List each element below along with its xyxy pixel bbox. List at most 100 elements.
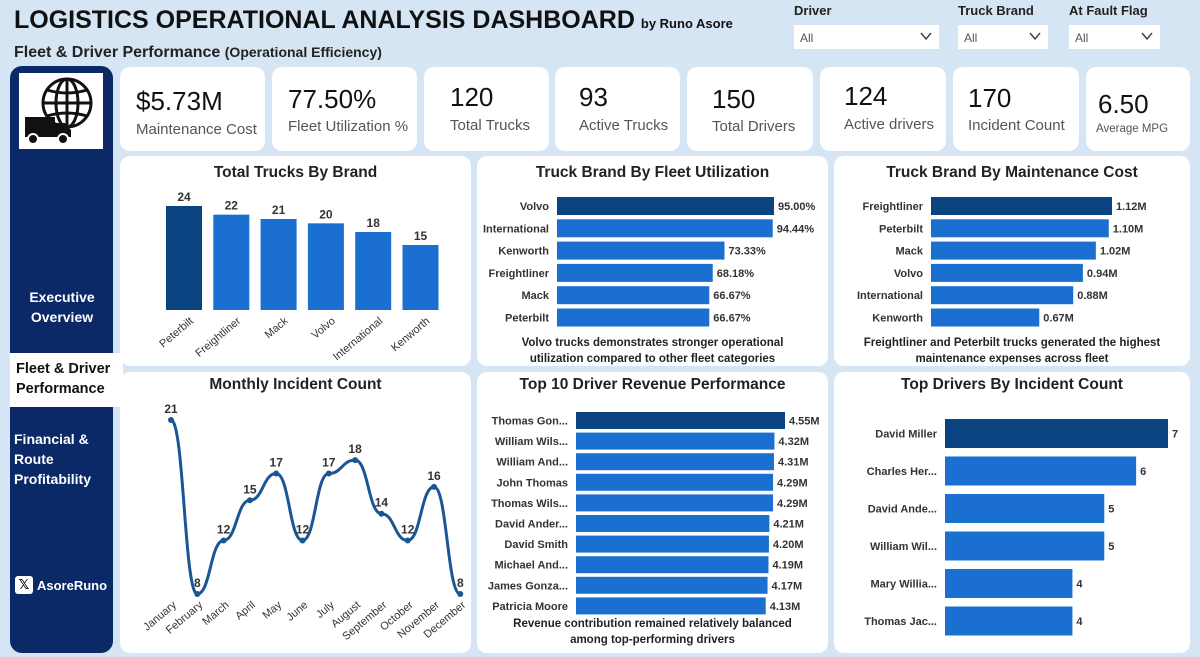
data-label: 4.21M xyxy=(773,519,804,531)
kpi-card-incident-count: 170 Incident Count xyxy=(953,67,1079,151)
nav-executive-overview[interactable]: Executive Overview xyxy=(29,289,95,325)
driver-filter-dropdown[interactable]: All xyxy=(794,25,939,49)
bar xyxy=(945,569,1073,598)
bar xyxy=(557,308,710,327)
nav-financial-route-profitability[interactable]: Financial & Route Profitability xyxy=(14,431,92,487)
bar xyxy=(557,241,725,260)
category-label: William Wils... xyxy=(495,436,568,448)
data-label: 94.44% xyxy=(777,223,815,235)
data-label: 4.20M xyxy=(773,539,804,551)
kpi-card-active-trucks: 93 Active Trucks xyxy=(555,67,680,151)
truck-brand-filter: Truck Brand All xyxy=(958,3,1048,49)
data-label: 4.19M xyxy=(772,560,803,572)
category-label: Thomas Jac... xyxy=(864,616,937,628)
bar xyxy=(576,494,774,512)
category-label: Mack xyxy=(521,290,549,302)
data-label: 17 xyxy=(270,456,284,470)
data-label: 12 xyxy=(401,522,415,536)
data-label: 18 xyxy=(348,442,362,456)
subtitle-note: (Operational Efficiency) xyxy=(224,44,382,60)
chart-panel-monthly-incidents: Monthly Incident Count 21 January 8 Februar… xyxy=(120,372,471,653)
bar xyxy=(576,412,785,429)
data-label: 1.12M xyxy=(1116,201,1147,213)
data-label: 18 xyxy=(367,216,381,230)
category-label: John Thomas xyxy=(496,477,568,489)
chart-panel-driver-incidents: Top Drivers By Incident Count David Mill… xyxy=(834,372,1190,653)
data-label: 24 xyxy=(177,190,191,204)
bar xyxy=(576,515,770,532)
bar xyxy=(307,223,344,310)
kpi-card-maintenance-cost: $5.73M Maintenance Cost xyxy=(120,67,265,151)
kpi-value: 124 xyxy=(844,81,888,111)
bar xyxy=(557,286,710,305)
data-label: 1.02M xyxy=(1100,246,1131,258)
data-point xyxy=(352,457,359,464)
kpi-card-active-drivers: 124 Active drivers xyxy=(820,67,946,151)
data-label: 6 xyxy=(1140,466,1146,478)
bar xyxy=(213,214,250,310)
bar xyxy=(945,606,1073,636)
kpi-label: Active Trucks xyxy=(579,117,669,134)
kpi-value: 170 xyxy=(968,83,1012,113)
brand-handle[interactable]: 𝕏 AsoreRuno xyxy=(15,576,107,594)
category-label: Freightliner xyxy=(862,201,923,213)
trucks-by-brand-chart: 24 Peterbilt 22 Freightliner 21 Mack 20 Volvo 18… xyxy=(157,190,439,363)
kpi-card-total-drivers: 150 Total Drivers xyxy=(687,67,813,151)
category-label: David Miller xyxy=(875,429,937,441)
kpi-label: Incident Count xyxy=(968,117,1065,134)
bar xyxy=(576,432,775,450)
bar xyxy=(931,263,1083,282)
maintenance-cost-chart: Freightliner 1.12M Peterbilt 1.10M Mack 1.02M… xyxy=(857,197,1147,327)
data-label: 8 xyxy=(194,576,201,590)
data-label: 4.29M xyxy=(777,498,808,510)
bar xyxy=(402,245,439,310)
logo xyxy=(19,73,103,149)
data-point xyxy=(168,417,174,423)
at-fault-filter-value: All xyxy=(1075,31,1089,45)
category-label: David Ande... xyxy=(868,504,937,516)
data-label: 12 xyxy=(217,522,231,536)
truck-brand-filter-dropdown[interactable]: All xyxy=(958,25,1048,49)
kpi-card-fleet-utilization: 77.50% Fleet Utilization % xyxy=(272,67,417,151)
bar xyxy=(945,456,1137,486)
kpi-label: Maintenance Cost xyxy=(136,121,257,138)
series-line xyxy=(169,418,462,596)
driver-filter-value: All xyxy=(800,31,814,45)
kpi-value: 150 xyxy=(712,84,756,114)
at-fault-filter-dropdown[interactable]: All xyxy=(1069,25,1160,49)
bar xyxy=(931,241,1096,260)
kpi-value: 77.50% xyxy=(288,84,377,114)
data-label: 16 xyxy=(427,469,441,483)
chart-title: Top Drivers By Incident Count xyxy=(901,376,1123,393)
fleet-utilization-chart: Volvo 95.00% International 94.44% Kenworth 73… xyxy=(483,197,816,327)
data-point xyxy=(299,537,306,544)
chevron-down-icon xyxy=(920,32,932,41)
data-label: 14 xyxy=(375,496,389,510)
data-label: 15 xyxy=(414,229,428,243)
data-point xyxy=(431,483,437,490)
category-label: Charles Her... xyxy=(867,466,937,478)
data-point xyxy=(457,591,464,597)
category-label: David Ander... xyxy=(495,519,568,531)
category-label: Kenworth xyxy=(498,246,549,258)
data-label: 5 xyxy=(1108,541,1114,553)
data-label: 20 xyxy=(319,207,333,221)
bar xyxy=(945,531,1105,561)
data-label: 12 xyxy=(296,522,310,536)
category-label: March xyxy=(200,599,231,628)
driver-revenue-chart: Thomas Gon... 4.55M William Wils... 4.32M Wi… xyxy=(488,412,820,615)
data-label: 0.67M xyxy=(1043,313,1074,325)
data-label: 21 xyxy=(272,203,286,217)
x-logo-icon: 𝕏 xyxy=(15,576,33,594)
data-label: 4 xyxy=(1076,579,1083,591)
data-point xyxy=(246,497,253,504)
page-subtitle: Fleet & Driver Performance (Operational … xyxy=(14,44,382,61)
truck-brand-filter-label: Truck Brand xyxy=(958,3,1034,18)
data-label: 4.17M xyxy=(772,580,803,592)
at-fault-filter: At Fault Flag All xyxy=(1069,3,1160,49)
category-label: James Gonza... xyxy=(488,580,568,592)
globe-truck-icon xyxy=(25,77,93,145)
nav-fleet-driver-performance[interactable]: Fleet & Driver Performance xyxy=(10,353,123,407)
kpi-label: Total Trucks xyxy=(450,117,531,134)
kpi-label: Total Drivers xyxy=(712,118,796,135)
